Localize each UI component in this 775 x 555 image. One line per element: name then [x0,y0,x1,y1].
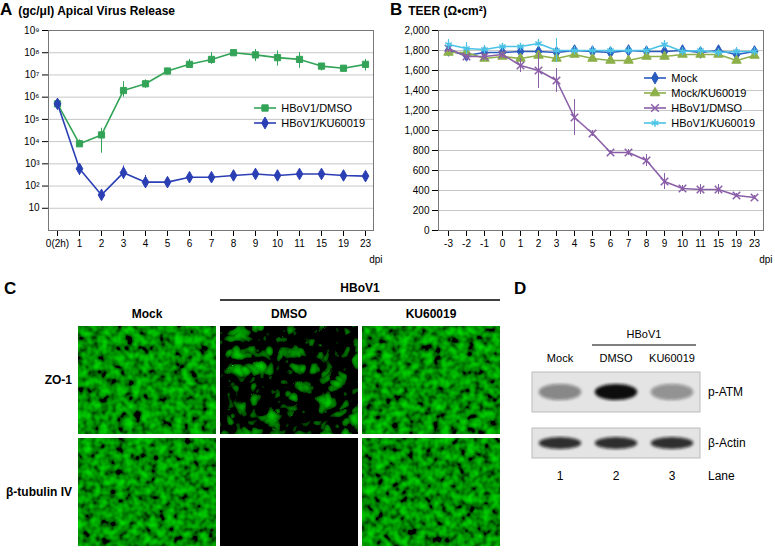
svg-text:β-Actin: β-Actin [708,436,746,450]
svg-text:HBoV1: HBoV1 [340,281,380,295]
svg-text:p-ATM: p-ATM [708,385,743,399]
svg-text:11: 11 [294,238,305,249]
svg-text:6: 6 [608,238,614,249]
svg-text:8: 8 [644,238,650,249]
svg-text:0: 0 [500,238,506,249]
svg-text:2,000: 2,000 [404,25,429,36]
svg-text:10³: 10³ [25,158,40,169]
svg-text:1,200: 1,200 [404,105,429,116]
svg-text:15: 15 [713,238,725,249]
svg-text:DMSO: DMSO [271,307,307,321]
svg-text:1,000: 1,000 [404,125,429,136]
svg-text:6: 6 [187,238,193,249]
svg-text:4: 4 [572,238,578,249]
svg-text:5: 5 [165,238,171,249]
svg-text:0: 0 [424,225,430,236]
html-text:HBoV1/DMSO: HBoV1/DMSO [671,101,743,114]
svg-text:23: 23 [360,238,372,249]
svg-text:3: 3 [669,469,676,483]
svg-text:10²: 10² [25,180,40,191]
svg-text:15: 15 [316,238,328,249]
svg-text:-1: -1 [480,238,489,249]
svg-text:4: 4 [143,238,149,249]
svg-text:2: 2 [536,238,542,249]
svg-text:2: 2 [99,238,105,249]
svg-text:dpi: dpi [369,254,382,265]
svg-text:β-tubulin IV: β-tubulin IV [6,485,72,499]
svg-text:19: 19 [731,238,743,249]
svg-text:Mock: Mock [132,307,163,321]
svg-text:-3: -3 [444,238,453,249]
svg-text:7: 7 [626,238,632,249]
svg-text:10⁶: 10⁶ [24,91,39,102]
svg-text:3: 3 [554,238,560,249]
svg-text:KU60019: KU60019 [649,352,695,364]
svg-text:600: 600 [413,165,430,176]
svg-text:D: D [514,279,526,298]
svg-text:1: 1 [557,469,564,483]
svg-text:dpi: dpi [759,254,772,265]
svg-text:Lane: Lane [708,469,735,483]
html-text:Mock/KU60019: Mock/KU60019 [671,86,747,99]
svg-text:7: 7 [209,238,215,249]
svg-text:KU60019: KU60019 [406,307,457,321]
html-text:HBoV1/DMSO: HBoV1/DMSO [281,101,353,114]
svg-text:9: 9 [253,238,259,249]
html-text:Mock: Mock [671,71,698,84]
svg-text:10: 10 [677,238,689,249]
svg-text:10⁵: 10⁵ [24,114,39,125]
svg-text:1,600: 1,600 [404,65,429,76]
svg-text:9: 9 [662,238,668,249]
svg-text:10⁸: 10⁸ [24,47,39,58]
svg-text:ZO-1: ZO-1 [45,373,73,387]
svg-text:HBoV1: HBoV1 [627,328,662,340]
svg-text:400: 400 [413,185,430,196]
svg-text:10: 10 [272,238,284,249]
svg-text:5: 5 [590,238,596,249]
svg-text:10⁷: 10⁷ [25,69,40,80]
svg-text:DMSO: DMSO [600,352,633,364]
svg-text:0(2h): 0(2h) [46,238,69,249]
svg-text:200: 200 [413,205,430,216]
svg-text:23: 23 [749,238,761,249]
svg-text:1: 1 [77,238,83,249]
svg-text:10⁹: 10⁹ [24,25,39,36]
svg-text:10: 10 [28,202,40,213]
svg-text:19: 19 [338,238,350,249]
svg-text:2: 2 [613,469,620,483]
svg-text:Mock: Mock [547,352,574,364]
html-text:HBoV1/KU60019: HBoV1/KU60019 [281,116,365,129]
svg-text:11: 11 [695,238,706,249]
svg-text:1,400: 1,400 [404,85,429,96]
svg-text:-2: -2 [462,238,471,249]
svg-text:800: 800 [413,145,430,156]
html-text:A (gc/μl) Apical Virus Release: A (gc/μl) Apical Virus Release [0,0,175,19]
svg-text:C: C [4,279,16,298]
svg-text:3: 3 [121,238,127,249]
svg-text:1,800: 1,800 [404,45,429,56]
html-text:B TEER (Ω•cm²): B TEER (Ω•cm²) [390,0,487,19]
html-text:HBoV1/KU60019: HBoV1/KU60019 [671,116,755,129]
svg-text:10⁴: 10⁴ [24,136,39,147]
svg-text:8: 8 [231,238,237,249]
svg-text:1: 1 [518,238,524,249]
